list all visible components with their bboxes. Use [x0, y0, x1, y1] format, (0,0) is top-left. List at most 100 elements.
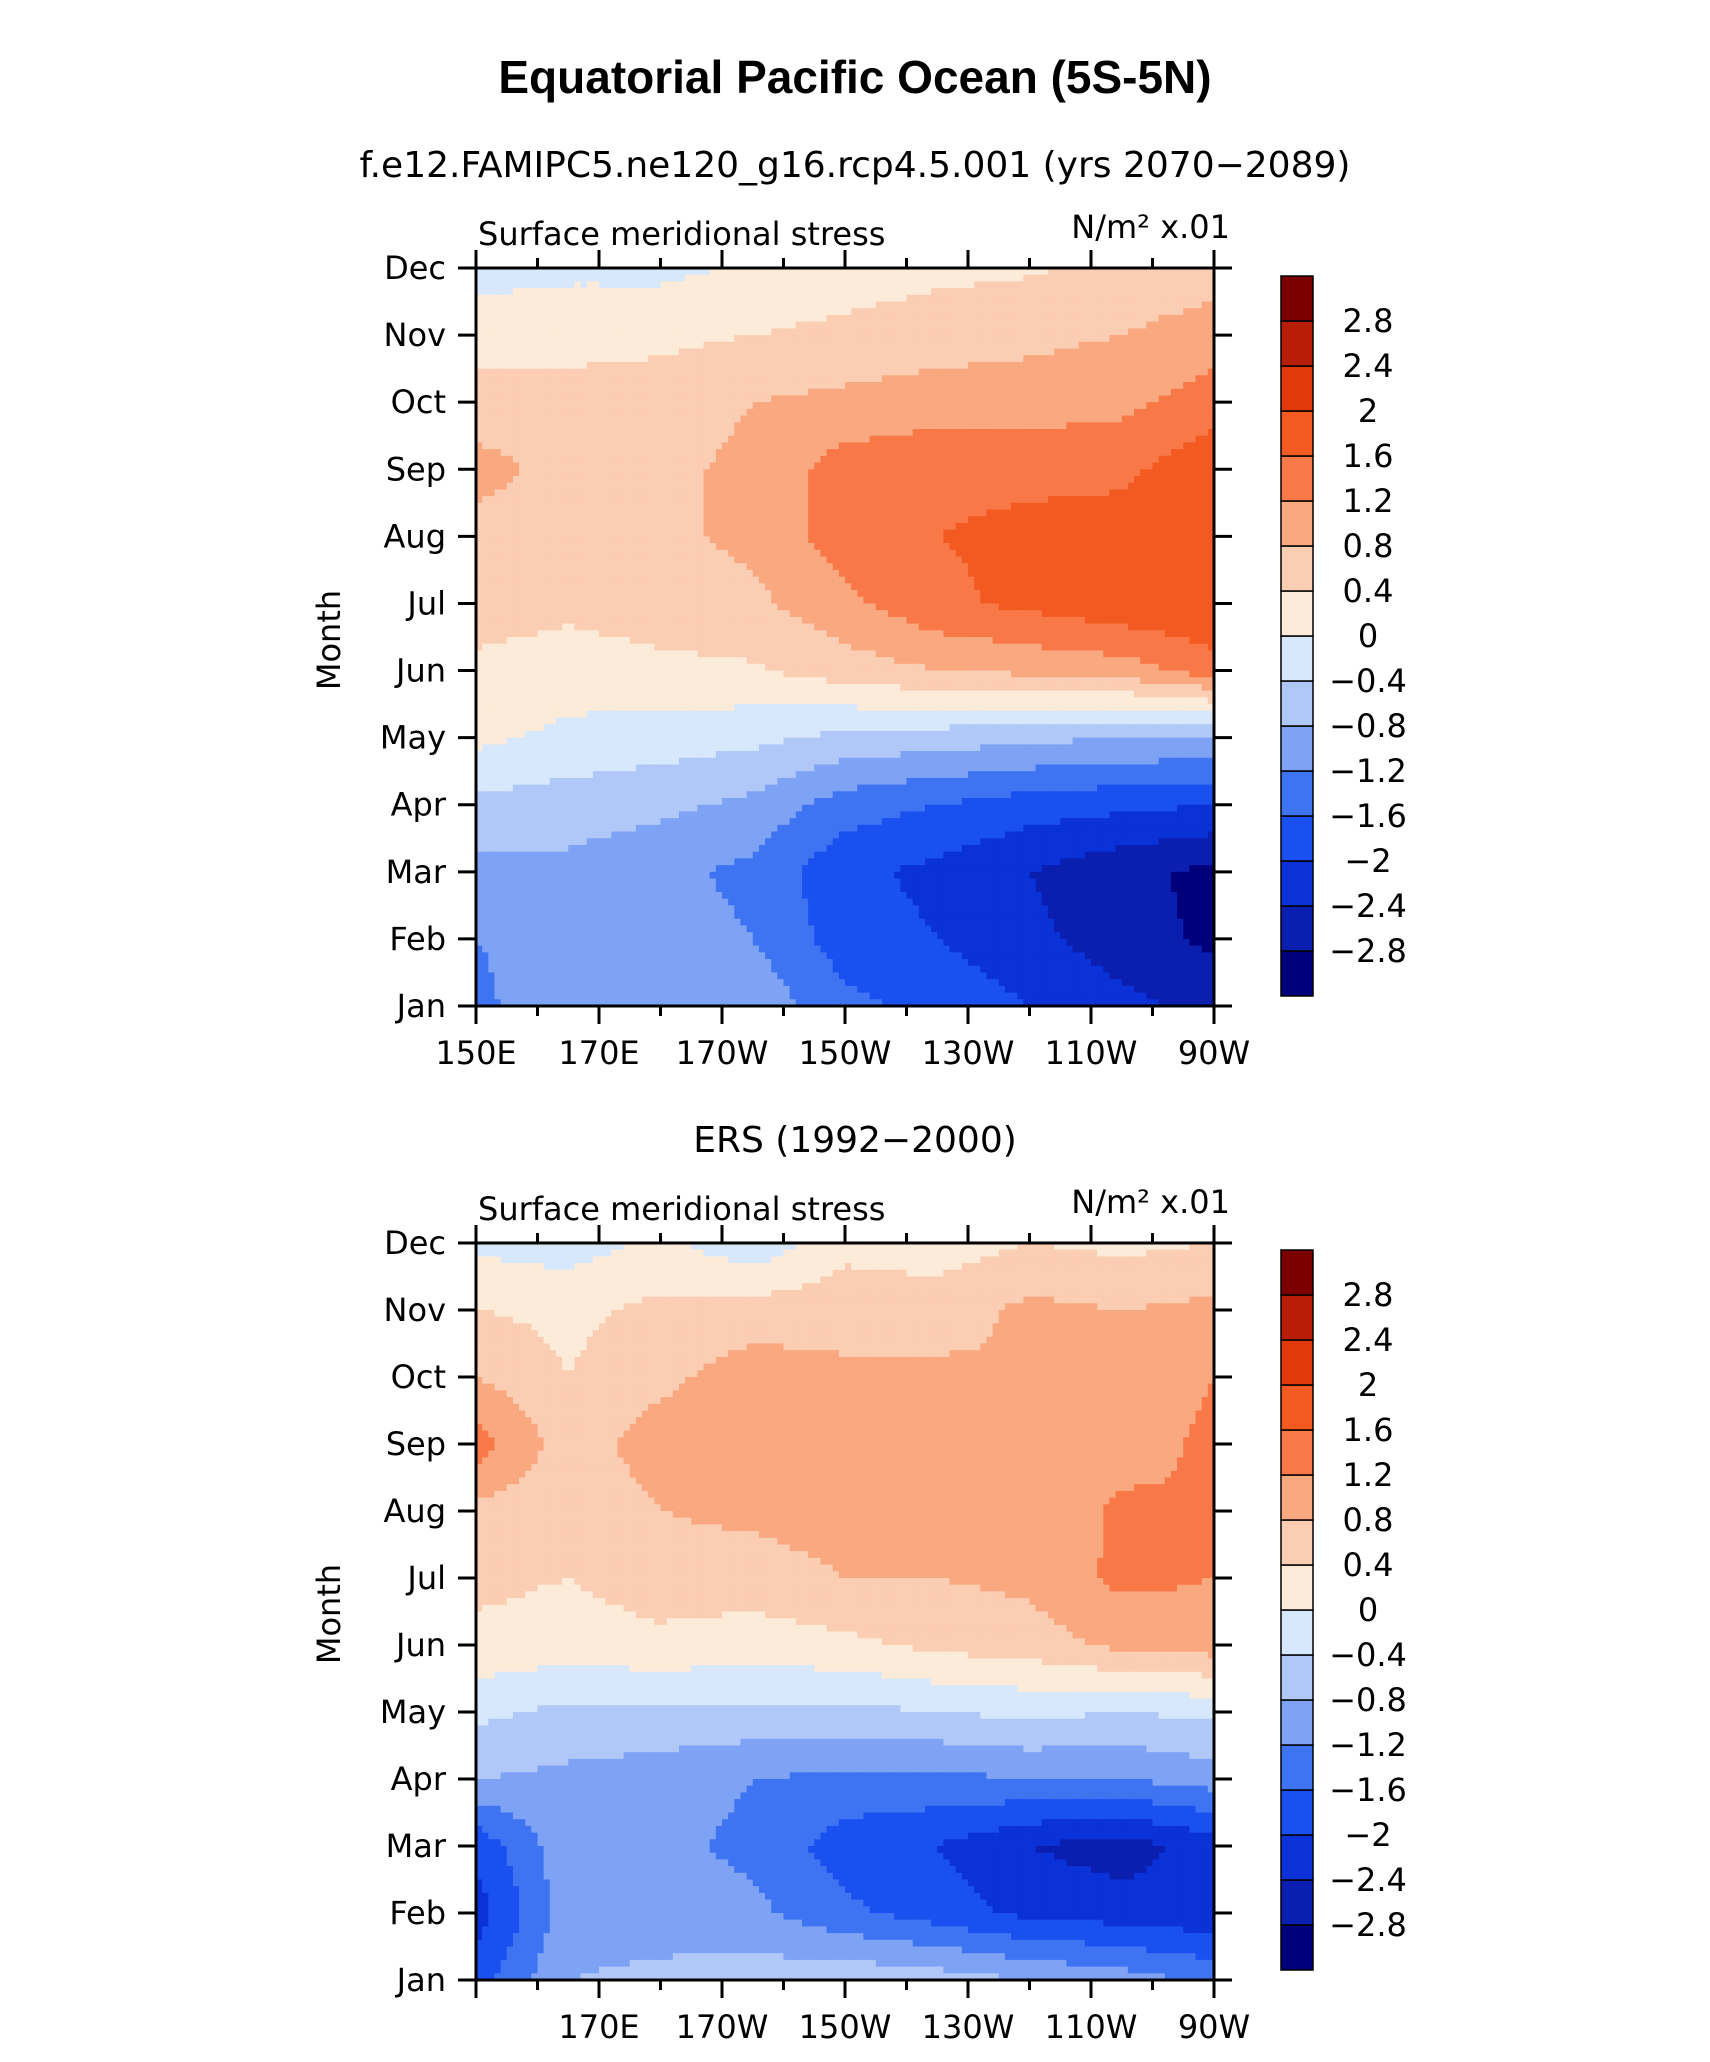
contour-cell — [869, 348, 877, 356]
contour-cell — [519, 294, 526, 303]
contour-cell — [592, 314, 600, 323]
contour-cell — [512, 522, 520, 531]
contour-cell — [629, 482, 637, 490]
contour-cell — [580, 482, 588, 490]
contour-cell — [580, 294, 588, 303]
contour-cell — [1072, 375, 1080, 383]
contour-cell — [906, 522, 914, 531]
contour-cell — [998, 422, 1006, 430]
contour-cell — [808, 522, 815, 531]
contour-cell — [666, 375, 674, 383]
contour-cell — [1097, 429, 1104, 437]
contour-cell — [1109, 301, 1117, 309]
contour-cell — [599, 355, 606, 363]
contour-cell — [592, 442, 600, 450]
contour-cell — [574, 308, 582, 316]
contour-cell — [1084, 314, 1092, 323]
contour-cell — [654, 415, 662, 423]
contour-cell — [1004, 489, 1012, 497]
contour-cell — [685, 489, 692, 497]
contour-cell — [900, 496, 908, 504]
contour-cell — [838, 442, 846, 450]
contour-cell — [1177, 429, 1184, 437]
contour-cell — [740, 516, 748, 524]
contour-cell — [611, 489, 619, 497]
contour-cell — [1134, 502, 1141, 511]
contour-cell — [549, 543, 557, 551]
contour-cell — [986, 341, 994, 350]
contour-cell — [562, 288, 569, 296]
contour-cell — [654, 314, 662, 323]
contour-cell — [672, 462, 680, 470]
contour-cell — [709, 328, 717, 336]
contour-cell — [777, 489, 785, 497]
contour-cell — [777, 368, 785, 376]
contour-cell — [949, 536, 957, 544]
contour-cell — [912, 422, 920, 430]
contour-cell — [1115, 361, 1123, 370]
contour-cell — [500, 368, 508, 376]
contour-cell — [826, 301, 834, 309]
contour-cell — [562, 361, 569, 370]
contour-cell — [1011, 462, 1018, 470]
contour-cell — [900, 341, 908, 350]
contour-cell — [1084, 516, 1092, 524]
contour-cell — [672, 294, 680, 303]
contour-cell — [512, 301, 520, 309]
contour-cell — [918, 449, 926, 457]
contour-cell — [685, 395, 692, 403]
contour-cell — [826, 482, 834, 490]
contour-cell — [1047, 496, 1055, 504]
contour-cell — [1207, 475, 1215, 484]
contour-cell — [765, 489, 772, 497]
contour-cell — [1177, 402, 1184, 410]
contour-cell — [611, 341, 619, 350]
contour-cell — [488, 516, 496, 524]
contour-cell — [691, 435, 698, 444]
contour-cell — [1146, 462, 1154, 470]
contour-cell — [734, 268, 742, 276]
contour-cell — [980, 462, 988, 470]
contour-cell — [494, 294, 502, 303]
contour-cell — [494, 543, 502, 551]
contour-cell — [838, 422, 846, 430]
contour-cell — [869, 268, 877, 276]
contour-cell — [1164, 288, 1172, 296]
contour-cell — [734, 355, 742, 363]
contour-cell — [924, 395, 932, 403]
contour-cell — [500, 408, 508, 417]
contour-cell — [795, 482, 803, 490]
contour-cell — [635, 388, 643, 397]
contour-cell — [592, 536, 600, 544]
contour-cell — [543, 355, 551, 363]
contour-cell — [1103, 355, 1111, 363]
contour-cell — [660, 429, 668, 437]
contour-cell — [562, 294, 569, 303]
contour-cell — [543, 268, 551, 276]
contour-cell — [709, 281, 717, 289]
contour-cell — [924, 489, 932, 497]
contour-cell — [857, 462, 865, 470]
contour-cell — [955, 274, 963, 283]
contour-cell — [1127, 529, 1135, 537]
contour-cell — [863, 314, 871, 323]
contour-cell — [826, 288, 834, 296]
contour-cell — [1091, 482, 1098, 490]
contour-cell — [783, 442, 791, 450]
contour-cell — [1127, 375, 1135, 383]
contour-cell — [728, 348, 735, 356]
contour-cell — [968, 482, 975, 490]
contour-cell — [888, 496, 895, 504]
contour-cell — [666, 348, 674, 356]
contour-cell — [1066, 328, 1074, 336]
contour-cell — [691, 422, 698, 430]
contour-cell — [1054, 422, 1061, 430]
contour-cell — [685, 442, 692, 450]
contour-cell — [906, 335, 914, 343]
contour-cell — [568, 308, 575, 316]
contour-cell — [918, 388, 926, 397]
contour-cell — [476, 536, 483, 544]
contour-cell — [654, 536, 662, 544]
contour-cell — [924, 482, 932, 490]
contour-cell — [1201, 341, 1209, 350]
